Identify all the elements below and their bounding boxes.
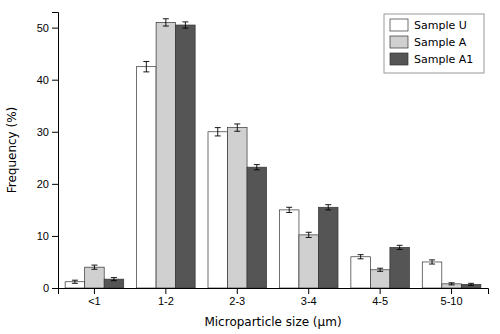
error-bar <box>182 22 188 28</box>
x-tick: 2-3 <box>229 288 245 307</box>
x-axis-line <box>59 289 489 295</box>
legend: Sample U Sample A Sample A1 <box>384 14 484 73</box>
error-bar <box>397 245 403 249</box>
error-bar <box>72 280 78 283</box>
bar <box>390 247 410 288</box>
x-tick-mark <box>94 288 95 294</box>
bar <box>228 128 248 288</box>
x-tick-label: 2-3 <box>229 295 245 307</box>
error-bar <box>429 260 435 264</box>
plot: <11-22-33-44-55-1001020304050Sample USam… <box>37 13 489 307</box>
bar <box>279 210 299 288</box>
legend-swatch <box>390 19 408 31</box>
y-tick-mark <box>52 288 58 289</box>
error-bar <box>163 19 169 26</box>
error-bar <box>468 283 474 285</box>
error-bar <box>234 124 240 131</box>
y-tick-mark <box>52 132 58 133</box>
x-tick-mark <box>308 288 309 294</box>
legend-item: Sample A <box>390 36 467 49</box>
legend-item: Sample U <box>390 19 467 32</box>
error-bar <box>91 265 97 269</box>
y-tick-label: 10 <box>37 230 49 242</box>
x-tick-label: 4-5 <box>372 295 388 307</box>
x-tick: <1 <box>88 288 101 307</box>
legend-label: Sample A <box>414 36 467 49</box>
y-tick: 20 <box>37 178 58 190</box>
y-tick-label: 40 <box>37 74 49 86</box>
x-tick-mark <box>380 288 381 294</box>
bar <box>137 67 157 288</box>
bar <box>351 257 371 288</box>
legend-item: Sample A1 <box>390 53 473 66</box>
legend-frame <box>384 14 484 73</box>
x-axis: <1 1-2 2-3 3-4 4-5 5-10 <box>59 288 489 307</box>
legend-swatch <box>390 53 408 65</box>
x-tick: 5-10 <box>441 288 463 307</box>
y-tick-label: 0 <box>43 282 49 294</box>
error-bar <box>358 255 364 259</box>
y-tick: 50 <box>37 22 58 34</box>
bar <box>208 132 228 288</box>
x-tick-label: 5-10 <box>441 295 463 307</box>
y-tick-label: 30 <box>37 126 49 138</box>
x-tick-mark <box>165 288 166 294</box>
bar <box>299 235 319 288</box>
x-tick: 3-4 <box>301 288 317 307</box>
bar <box>422 262 442 288</box>
series <box>85 19 462 288</box>
error-bar <box>254 165 260 170</box>
y-axis-line <box>52 13 59 289</box>
x-tick-mark <box>237 288 238 294</box>
error-bar <box>111 278 117 281</box>
series <box>104 22 481 288</box>
y-tick-mark <box>52 236 58 237</box>
chart: <11-22-33-44-55-1001020304050Sample USam… <box>0 0 500 334</box>
y-axis-title: Frequency (%) <box>5 107 19 194</box>
legend-swatch <box>390 36 408 48</box>
error-bar <box>325 205 331 210</box>
y-tick-mark <box>52 184 58 185</box>
bar <box>85 267 105 288</box>
error-bar <box>143 61 149 71</box>
error-bar <box>377 268 383 271</box>
error-bar <box>306 232 312 237</box>
bar <box>318 207 338 288</box>
y-tick-label: 50 <box>37 22 49 34</box>
legend-label: Sample U <box>414 19 467 32</box>
y-tick: 30 <box>37 126 58 138</box>
x-tick-label: 3-4 <box>301 295 317 307</box>
bar <box>176 25 196 288</box>
error-bar <box>449 283 455 285</box>
series <box>65 61 442 288</box>
x-tick-label: <1 <box>88 295 101 307</box>
bars <box>65 19 481 288</box>
x-tick-mark <box>451 288 452 294</box>
x-tick: 1-2 <box>158 288 174 307</box>
y-tick: 10 <box>37 230 58 242</box>
x-tick: 4-5 <box>372 288 388 307</box>
y-tick-label: 20 <box>37 178 49 190</box>
y-tick-mark <box>52 80 58 81</box>
bar <box>156 22 176 288</box>
y-axis: 0 10 20 30 40 50 <box>37 13 59 295</box>
y-tick: 40 <box>37 74 58 86</box>
x-axis-title: Microparticle size (μm) <box>204 315 341 329</box>
y-tick: 0 <box>43 282 58 294</box>
x-tick-label: 1-2 <box>158 295 174 307</box>
error-bar <box>215 128 221 136</box>
bar <box>247 167 267 288</box>
legend-label: Sample A1 <box>414 53 473 66</box>
error-bar <box>286 207 292 212</box>
y-tick-mark <box>52 28 58 29</box>
bar <box>370 270 390 288</box>
